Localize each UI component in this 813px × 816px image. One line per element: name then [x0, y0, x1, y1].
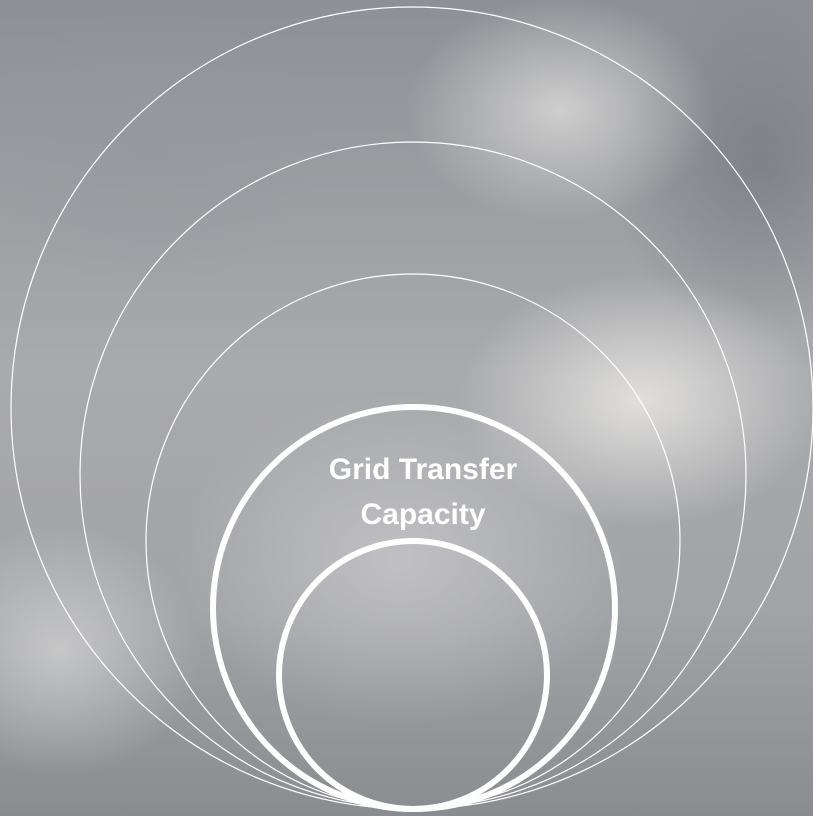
label-line: Capacity: [360, 498, 485, 531]
diagram-background: Grid Transfer Capacity: [0, 0, 813, 816]
label-line: Grid Transfer: [329, 453, 518, 486]
nested-circles: Grid Transfer Capacity: [0, 0, 813, 816]
circle-inner: [279, 541, 547, 809]
